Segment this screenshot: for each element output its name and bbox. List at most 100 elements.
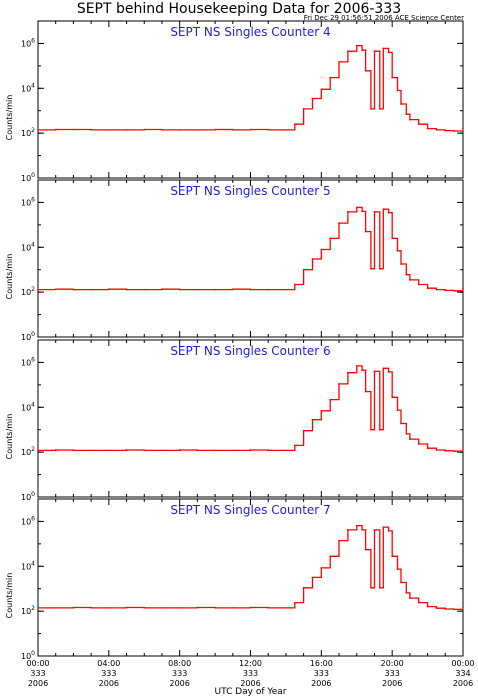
data-point [54,128,57,131]
data-point [108,607,110,609]
data-point [387,211,390,214]
data-point [214,288,216,291]
data-point [370,267,372,270]
panel-title: SEPT NS Singles Counter 7 [170,503,330,517]
data-point [249,449,252,451]
x-tick-label: 16:00 [310,659,333,668]
data-point [378,586,381,589]
data-point [285,607,287,609]
x-tick-label: 2006 [382,679,402,688]
data-point [249,288,252,291]
data-point [267,449,270,452]
data-point [426,605,429,608]
data-point [400,581,402,584]
data-point [108,449,110,452]
data-point [400,422,402,425]
data-point [311,258,314,260]
x-tick-label: 2006 [169,679,189,688]
data-point [293,283,296,286]
data-point [161,449,163,452]
y-axis-label: Counts/min [5,95,14,141]
data-point [462,448,464,450]
data-point [387,530,390,532]
data-point [462,287,464,289]
data-point [435,449,438,451]
data-point [125,129,128,131]
data-point [361,49,363,51]
data-point [382,208,385,210]
data-point [387,371,390,373]
chart-title: SEPT behind Housekeeping Data for 2006-3… [76,1,402,17]
data-point [37,449,39,452]
chart-panel-1: SEPT NS Singles Counter 4 Counts/min 100 10… [5,20,464,183]
data-point [355,524,358,527]
data-point [361,210,363,213]
plot-frame [37,339,464,498]
x-tick-label: 2006 [99,679,119,688]
data-point [178,607,181,609]
chart-panel-4: SEPT NS Singles Counter 7 Counts/min 100 10… [5,498,464,661]
data-point [391,555,393,558]
data-point [37,607,39,609]
data-point [373,50,376,53]
plot-frame [37,20,464,179]
y-tick-label: 102 [21,127,35,138]
data-point [302,108,305,110]
data-point [426,287,429,289]
data-point [320,409,323,412]
data-point [311,418,314,421]
data-point [378,108,381,110]
series-line [38,524,464,611]
data-point [90,607,92,609]
data-point [54,288,57,291]
data-point [320,248,323,251]
data-point [37,288,39,291]
data-point [435,129,438,131]
data-point [267,288,270,291]
x-tick-label: 333 [172,669,187,678]
data-point [54,449,57,451]
data-point [143,449,146,452]
data-point [320,567,323,569]
x-tick-label: 00:00 [451,659,474,668]
data-point [125,449,128,451]
data-point [347,371,349,374]
data-point [373,529,376,531]
data-point [329,555,331,558]
data-point [364,70,367,72]
data-point [293,444,296,447]
x-tick-label: 2006 [311,679,331,688]
data-point [444,449,447,452]
y-axis-label: Counts/min [5,254,14,300]
data-point [364,230,367,233]
y-tick-label: 104 [21,401,35,412]
data-point [409,438,411,440]
data-point [338,383,340,385]
data-point [417,601,420,604]
data-point [90,288,92,291]
data-point [382,526,385,528]
data-point [267,129,270,131]
data-point [405,113,408,115]
data-point [293,601,296,604]
data-point [391,76,393,79]
data-point [417,443,420,445]
data-point [249,606,252,609]
y-tick-label: 100 [21,491,35,502]
y-tick-label: 104 [21,560,35,571]
data-point [409,597,411,599]
data-point [400,103,402,105]
data-point [347,50,349,53]
data-point [267,607,270,609]
data-point [396,409,399,411]
chart-panel-2: SEPT NS Singles Counter 5 Counts/min 100 10… [5,179,464,342]
data-point [196,129,199,131]
data-point [72,128,75,131]
data-point [444,608,447,610]
data-point [143,128,146,131]
data-point [409,279,411,281]
data-point [320,88,323,91]
data-point [405,273,408,276]
data-point [396,89,399,92]
data-point [311,97,314,100]
